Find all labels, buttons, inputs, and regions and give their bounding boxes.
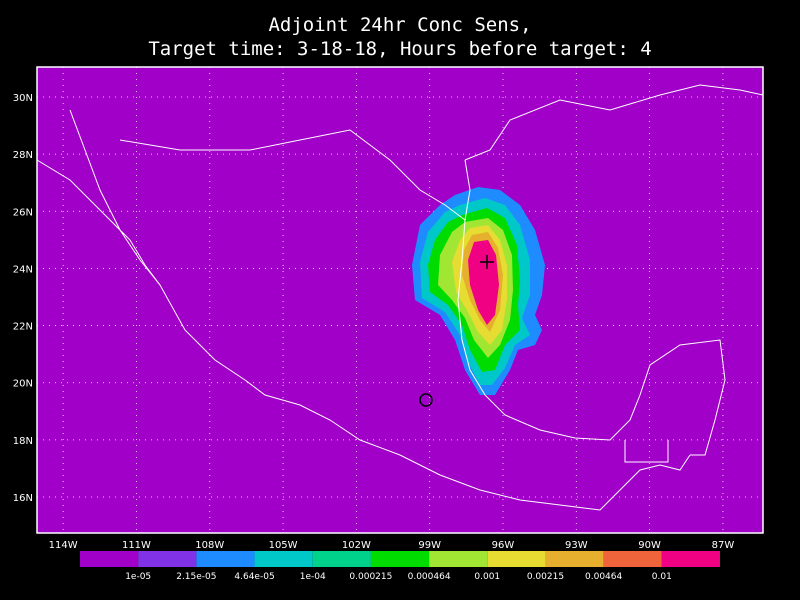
colorbar-box (661, 551, 720, 567)
y-tick-label: 28N (13, 150, 33, 161)
x-tick-label: 90W (638, 540, 661, 551)
colorbar-box (196, 551, 255, 567)
colorbar-box (429, 551, 488, 567)
colorbar-box (254, 551, 313, 567)
y-tick-label: 16N (13, 493, 33, 504)
x-tick-label: 87W (712, 540, 735, 551)
colorbar-label: 1e-04 (300, 572, 326, 582)
colorbar-label: 2.15e-05 (176, 572, 216, 582)
title-line: Target time: 3-18-18, Hours before targe… (148, 38, 651, 60)
grid (37, 67, 763, 533)
colorbar: 1e-05 2.15e-05 4.64e-05 1e-04 0.000215 0.0004… (80, 551, 720, 582)
x-tick-label: 93W (565, 540, 588, 551)
target-marker (480, 255, 494, 269)
x-tick-label: 111W (122, 540, 151, 551)
title-line: Adjoint 24hr Conc Sens, (268, 14, 531, 36)
colorbar-label: 0.001 (474, 572, 500, 582)
colorbar-label: 0.00464 (585, 572, 622, 582)
x-tick-label: 102W (342, 540, 371, 551)
colorbar-label: 0.000464 (408, 572, 451, 582)
y-tick-label: 30N (13, 93, 33, 104)
colorbar-label: 0.01 (652, 572, 672, 582)
coastlines (36, 84, 764, 511)
colorbar-box (487, 551, 546, 567)
y-tick-label: 26N (13, 207, 33, 218)
map-frame (36, 66, 764, 534)
markers (419, 255, 494, 407)
map-background (37, 67, 763, 533)
colorbar-box (370, 551, 430, 567)
x-tick-label: 114W (49, 540, 78, 551)
y-tick-label: 24N (13, 264, 33, 275)
x-tick-label: 105W (269, 540, 298, 551)
colorbar-box (312, 551, 371, 567)
y-tick-label: 22N (13, 322, 33, 333)
y-tick-label: 18N (13, 436, 33, 447)
colorbar-label: 1e-05 (125, 572, 151, 582)
y-tick-label: 20N (13, 379, 33, 390)
colorbar-box (80, 551, 139, 567)
colorbar-box (138, 551, 197, 567)
x-tick-label: 108W (195, 540, 224, 551)
source-marker (419, 393, 433, 407)
colorbar-label: 0.00215 (527, 572, 564, 582)
sensitivity-field (412, 187, 545, 395)
x-tick-label: 99W (418, 540, 441, 551)
x-tick-label: 96W (492, 540, 515, 551)
colorbar-label: 4.64e-05 (234, 572, 274, 582)
colorbar-label: 0.000215 (349, 572, 392, 582)
colorbar-box (603, 551, 662, 567)
axis-labels: 114W 111W 108W 105W 102W 99W 96W 93W 90W 87W 16N 18… (13, 93, 735, 551)
map (36, 66, 764, 534)
colorbar-box (545, 551, 604, 567)
